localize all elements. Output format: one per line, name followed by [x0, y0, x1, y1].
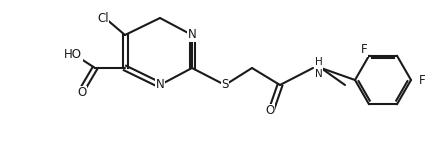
- Text: F: F: [361, 43, 367, 56]
- Text: S: S: [221, 78, 229, 92]
- Text: N: N: [187, 29, 196, 41]
- Text: HO: HO: [64, 49, 82, 61]
- Text: O: O: [265, 105, 275, 117]
- Text: O: O: [77, 86, 87, 100]
- Text: N: N: [156, 78, 165, 92]
- Text: H
N: H N: [315, 57, 323, 79]
- Text: F: F: [419, 73, 425, 86]
- Text: Cl: Cl: [97, 12, 109, 24]
